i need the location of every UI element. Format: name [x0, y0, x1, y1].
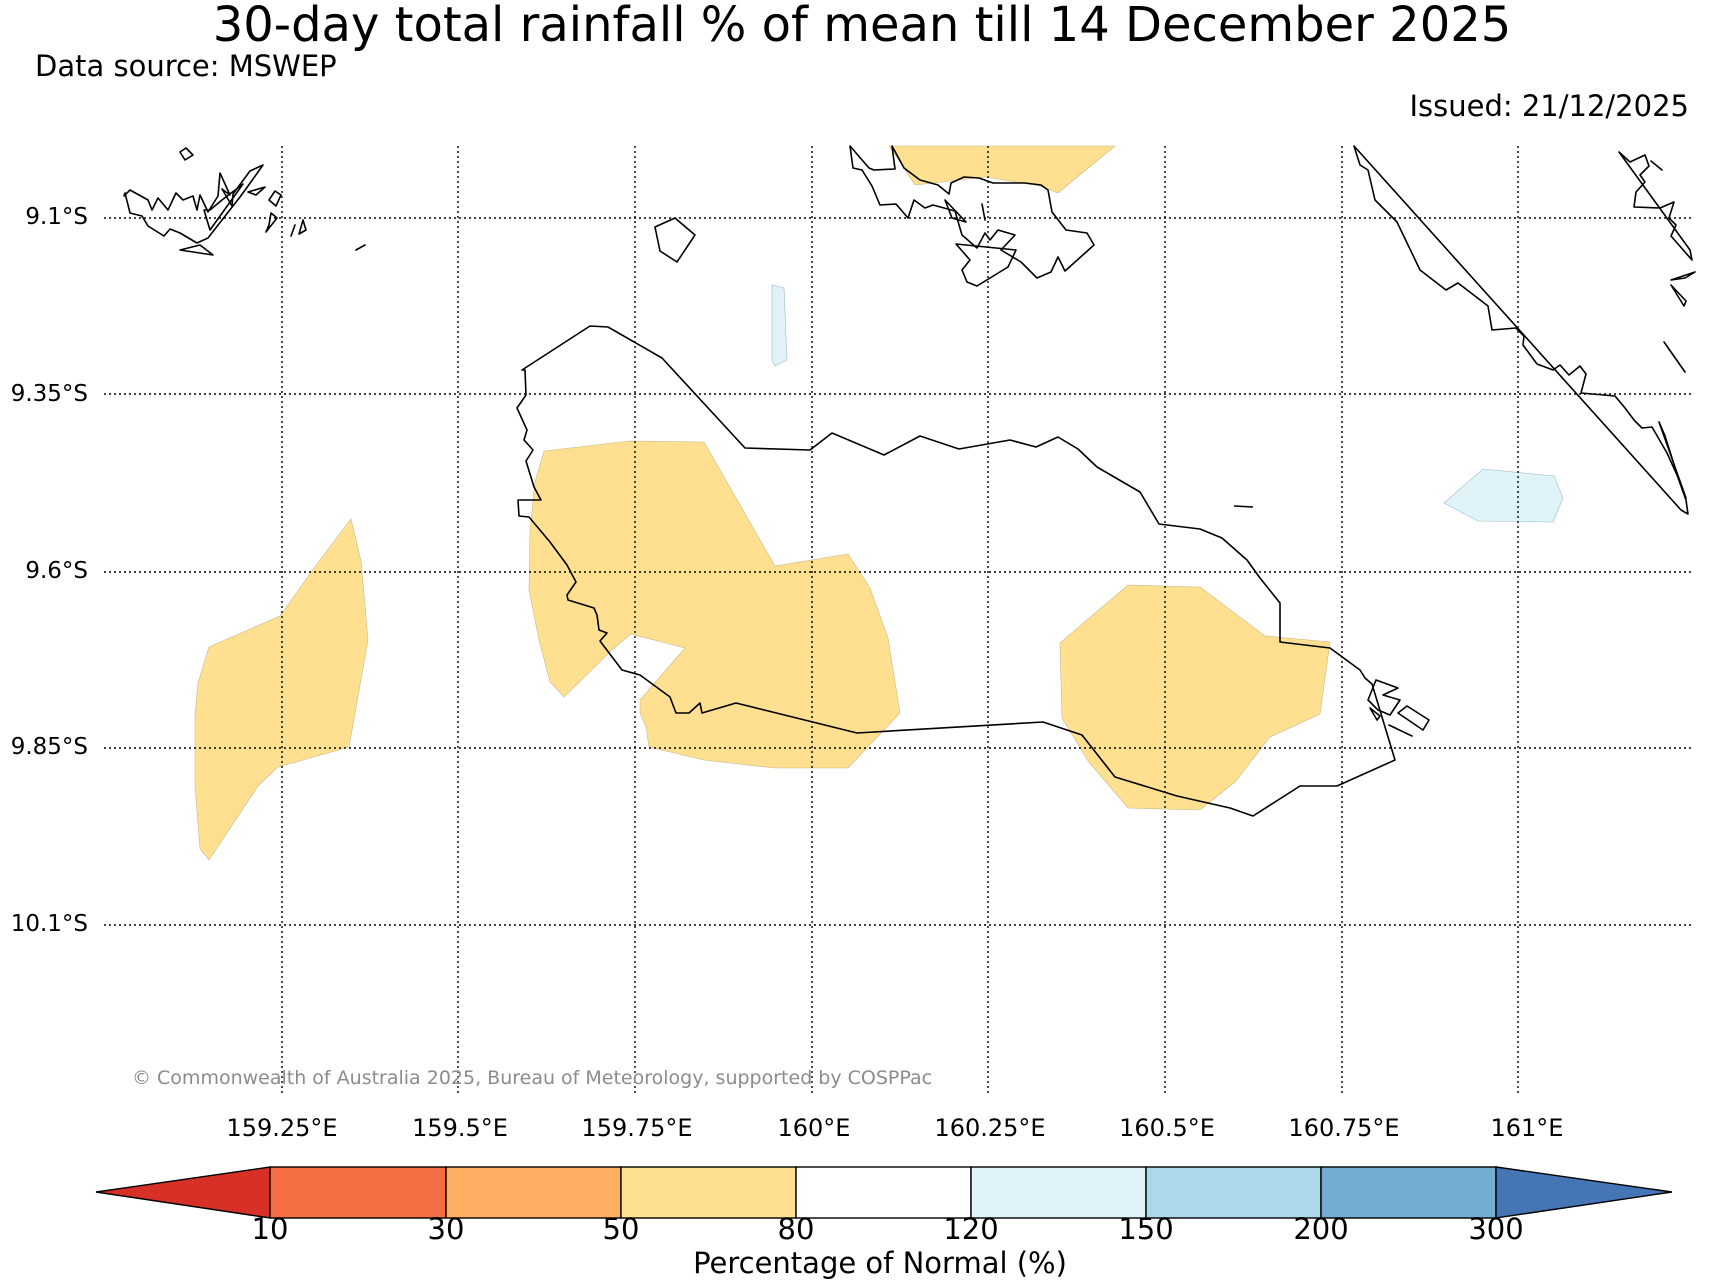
longitude-label: 159.25°E	[226, 1114, 338, 1142]
coastline-small-islet-east	[1233, 505, 1254, 508]
longitude-label: 160.5°E	[1119, 1114, 1215, 1142]
longitude-label: 160°E	[777, 1114, 851, 1142]
longitude-label: 161°E	[1490, 1114, 1564, 1142]
copyright-notice: © Commonwealth of Australia 2025, Bureau…	[132, 1067, 933, 1089]
colorbar-segment-50-80	[620, 1166, 797, 1219]
colorbar-extend-low	[95, 1166, 271, 1219]
colorbar-segment-200-300	[1320, 1166, 1497, 1219]
coastline-malaita	[1353, 145, 1696, 515]
colorbar-tick-label: 120	[943, 1212, 999, 1246]
dry-area-west	[194, 518, 369, 861]
rainfall-anomaly-fills	[194, 145, 1564, 861]
colorbar-segment-10-30	[269, 1166, 447, 1219]
coastline-savo	[654, 217, 696, 263]
longitude-label: 160.25°E	[934, 1114, 1046, 1142]
latitude-label: 9.85°S	[10, 734, 88, 760]
colorbar-tick-label: 80	[777, 1212, 815, 1246]
colorbar-tick-label: 10	[251, 1212, 289, 1246]
colorbar	[95, 1166, 1673, 1219]
dry-area-east	[1059, 584, 1331, 811]
coastline-nw-fragments	[179, 186, 366, 256]
colorbar-tick-label: 50	[602, 1212, 640, 1246]
colorbar-tick-label: 200	[1293, 1212, 1349, 1246]
map-title: 30-day total rainfall % of mean till 14 …	[212, 0, 1512, 53]
colorbar-extend-high	[1495, 1166, 1673, 1219]
colorbar-tick-label: 300	[1468, 1212, 1524, 1246]
colorbar-segment-80-120	[795, 1166, 972, 1219]
coastlines	[123, 145, 1696, 817]
latitude-label: 10.1°S	[10, 911, 88, 937]
coastline-ngella-south	[1367, 679, 1430, 737]
issued-date-label: Issued: 21/12/2025	[1409, 89, 1689, 123]
latitude-label: 9.35°S	[10, 381, 88, 407]
colorbar-tick-label: 150	[1118, 1212, 1174, 1246]
longitude-label: 160.75°E	[1288, 1114, 1400, 1142]
colorbar-title: Percentage of Normal (%)	[693, 1246, 1067, 1280]
wet-area-north-strip	[771, 284, 788, 367]
latitude-label: 9.1°S	[25, 204, 88, 230]
colorbar-segment-30-50	[445, 1166, 622, 1219]
data-source-label: Data source: MSWEP	[35, 49, 337, 83]
graticule	[104, 146, 1692, 1094]
colorbar-segment-150-200	[1145, 1166, 1322, 1219]
wet-area-east	[1443, 468, 1564, 523]
dry-area-central	[528, 440, 901, 769]
longitude-label: 159.75°E	[581, 1114, 693, 1142]
coastline-nw-islands	[123, 147, 264, 244]
longitude-label: 159.5°E	[412, 1114, 508, 1142]
coastline-florida-islands	[849, 145, 1095, 287]
latitude-label: 9.6°S	[25, 558, 88, 584]
coastline-guadalcanal	[516, 325, 1396, 817]
colorbar-tick-label: 30	[427, 1212, 465, 1246]
dry-area-north	[888, 145, 1116, 194]
colorbar-segment-120-150	[970, 1166, 1147, 1219]
